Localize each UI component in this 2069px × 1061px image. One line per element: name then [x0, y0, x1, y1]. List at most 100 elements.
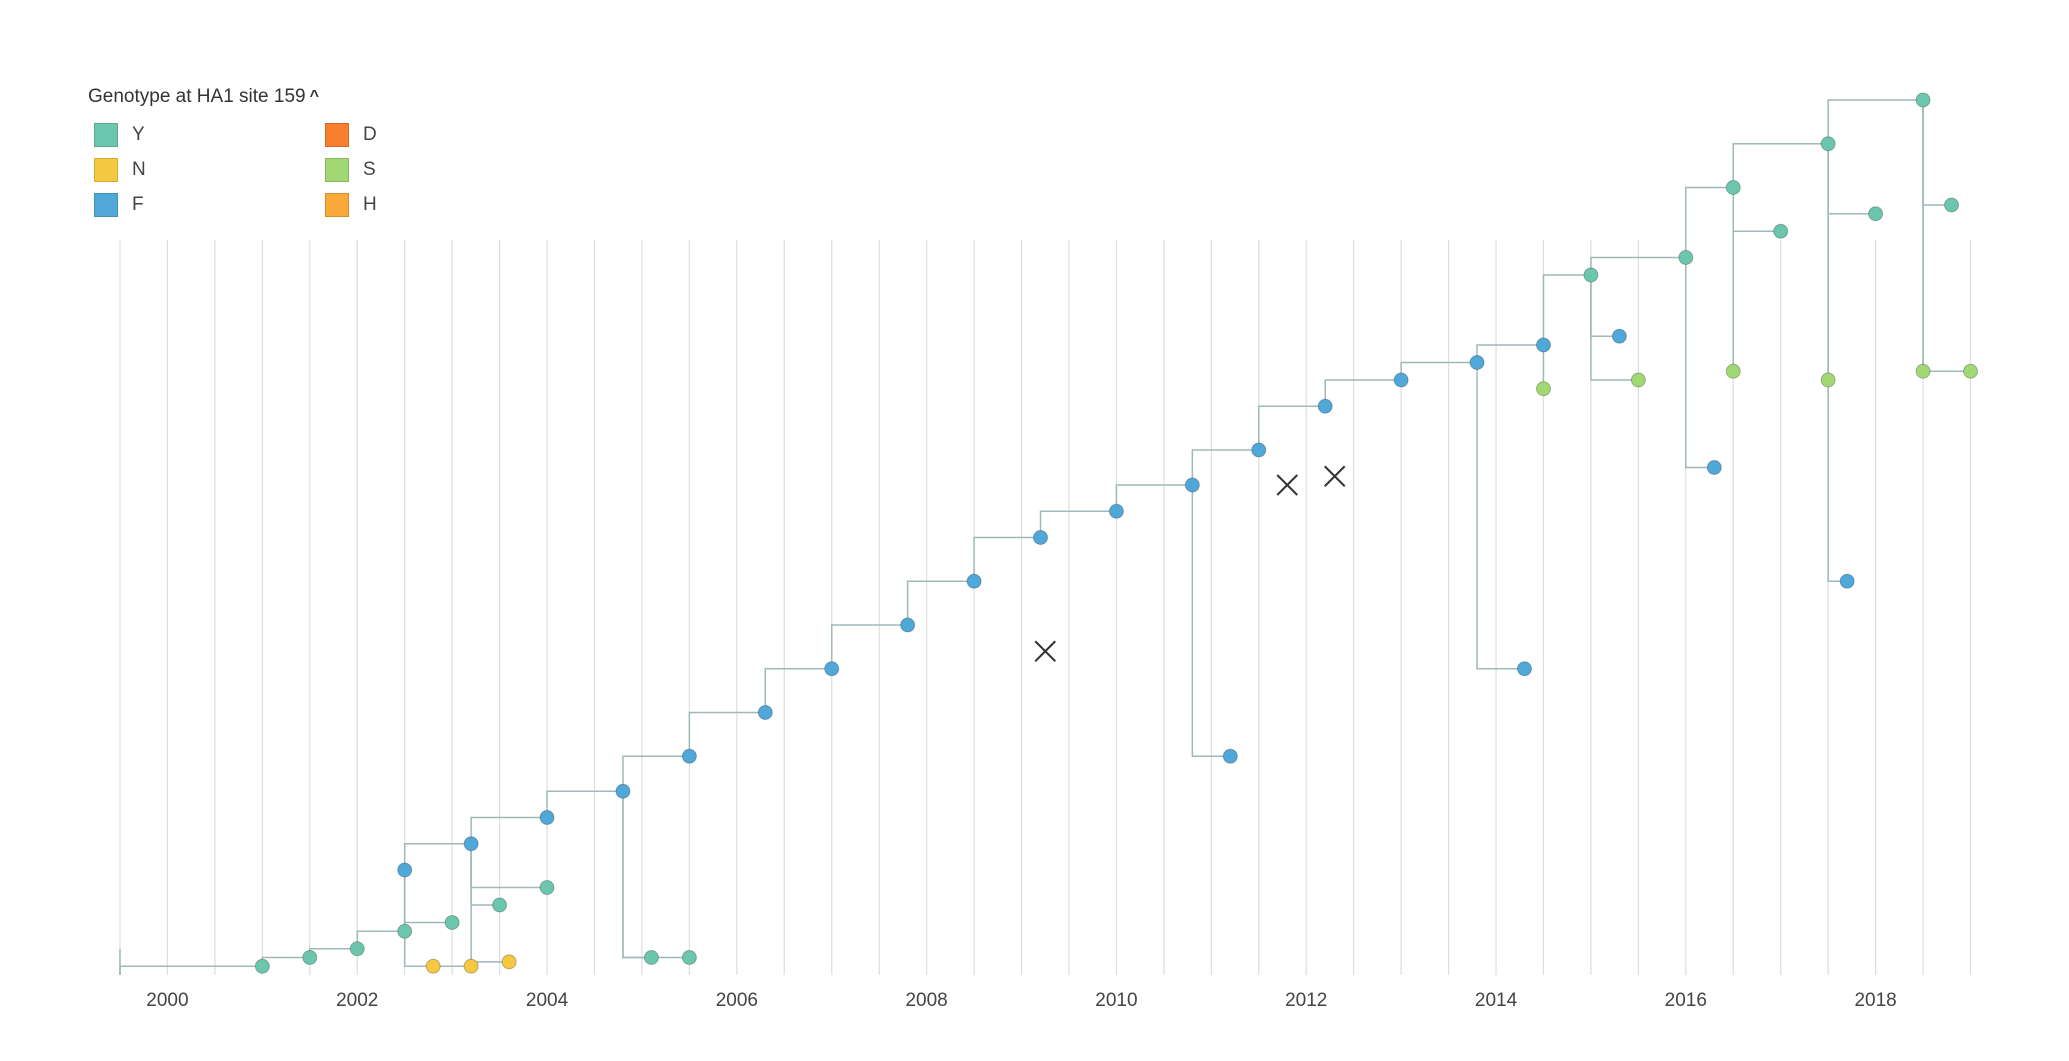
x-tick-label: 2016: [1665, 990, 1707, 1011]
tip-point-f: [966, 573, 982, 589]
tip-point-f: [397, 862, 413, 878]
tip-point-n: [463, 958, 479, 974]
tip-point-s: [1725, 363, 1741, 379]
tip-point-y: [397, 923, 413, 939]
tree-branch: [1827, 99, 1924, 144]
x-tick-label: 2014: [1475, 990, 1518, 1011]
tip-point-f: [900, 617, 916, 633]
tree-branch: [1324, 379, 1402, 407]
tree-branch: [403, 870, 472, 967]
x-marker-stroke: [1323, 465, 1346, 487]
tip-point-f: [1317, 398, 1333, 414]
legend-swatch-f: [94, 193, 118, 217]
tree-branch: [1191, 449, 1259, 485]
legend-title-text: Genotype at HA1 site 159: [88, 86, 306, 107]
tip-point-y: [302, 950, 318, 965]
tip-point-s: [1535, 381, 1551, 397]
tip-point-f: [1222, 748, 1238, 764]
tip-point-y: [1820, 136, 1836, 152]
tip-point-f: [824, 661, 840, 677]
tree-branch: [403, 870, 453, 924]
tip-point-f: [615, 783, 631, 799]
tree-branch: [1922, 100, 1971, 372]
tip-point-f: [463, 836, 479, 852]
tip-point-y: [1915, 92, 1931, 108]
tip-point-f: [1469, 355, 1485, 370]
gridlines: [119, 240, 1972, 975]
tip-point-s: [1820, 372, 1836, 388]
tip-point-f: [1611, 328, 1627, 344]
tree-branch: [119, 965, 263, 975]
x-marker: [1276, 474, 1298, 496]
tree-branch: [1827, 143, 1876, 215]
legend-item-d[interactable]: D: [325, 123, 377, 147]
legend-label-s: S: [363, 159, 376, 180]
tree-branch: [1732, 187, 1781, 232]
tip-point-f: [1535, 337, 1551, 353]
x-marker: [1034, 640, 1056, 662]
legend-item-f[interactable]: F: [94, 193, 144, 217]
tree-branch: [622, 791, 652, 959]
tip-point-y: [1725, 180, 1741, 195]
tip-point-f: [1839, 573, 1855, 589]
tip-point-y: [643, 950, 659, 965]
tree-branch: [1827, 143, 1848, 582]
tree-branch: [403, 843, 472, 870]
tree-branch: [1590, 275, 1620, 337]
legend-title[interactable]: Genotype at HA1 site 159 ^: [88, 86, 319, 108]
tree-tips: [254, 92, 1979, 974]
legend-item-n[interactable]: N: [94, 158, 146, 182]
tree-branch: [470, 816, 548, 844]
tip-point-f: [681, 748, 697, 764]
tree-branch: [1922, 100, 1952, 206]
tree-branch: [1542, 274, 1591, 345]
tree-branch: [403, 870, 434, 967]
tip-point-f: [1251, 442, 1267, 458]
legend-swatch-d: [325, 123, 349, 147]
tree-branch: [1476, 362, 1525, 670]
tip-point-y: [254, 958, 270, 974]
tip-point-y: [349, 941, 365, 957]
tree-branch: [1191, 485, 1231, 757]
legend-swatch-n: [94, 158, 118, 182]
x-marker-stroke: [1034, 640, 1056, 662]
tree-branch: [1685, 186, 1734, 258]
vaccine-markers: [1034, 465, 1346, 662]
tip-point-f: [1706, 460, 1722, 475]
tree-branch: [470, 843, 548, 889]
tree-branch: [906, 580, 975, 625]
tree-branch: [622, 755, 690, 792]
legend-item-s[interactable]: S: [325, 158, 376, 182]
legend-swatch-s: [325, 158, 349, 182]
tree-branch: [622, 791, 690, 959]
tip-point-s: [1630, 372, 1646, 388]
legend-item-y[interactable]: Y: [94, 123, 145, 147]
tree-branch: [973, 536, 1041, 582]
tip-point-f: [1184, 477, 1200, 493]
tip-point-s: [1915, 363, 1931, 379]
legend-label-y: Y: [132, 124, 145, 145]
x-tick-label: 2006: [716, 990, 758, 1011]
tree-branch: [1685, 257, 1715, 469]
x-tick-label: 2012: [1285, 990, 1327, 1011]
x-tick-label: 2000: [146, 990, 188, 1011]
tree-branch: [1590, 275, 1639, 381]
tip-point-y: [539, 880, 555, 895]
tip-point-n: [501, 954, 517, 970]
x-marker-stroke: [1276, 474, 1298, 496]
tree-branch: [546, 790, 623, 818]
x-tick-label: 2004: [526, 990, 569, 1011]
x-marker: [1323, 465, 1346, 487]
x-tick-label: 2008: [905, 990, 947, 1011]
chevron-up-icon[interactable]: ^: [309, 88, 319, 105]
x-tick-label: 2010: [1095, 990, 1137, 1011]
tree-branch: [1400, 361, 1478, 380]
x-tick-label: 2002: [336, 990, 378, 1011]
tree-branch: [1476, 344, 1544, 363]
tip-point-f: [1108, 503, 1124, 519]
tree-branch: [470, 843, 500, 906]
tree-branch: [356, 930, 405, 949]
tip-point-f: [539, 810, 555, 825]
legend-item-h[interactable]: H: [325, 193, 377, 217]
